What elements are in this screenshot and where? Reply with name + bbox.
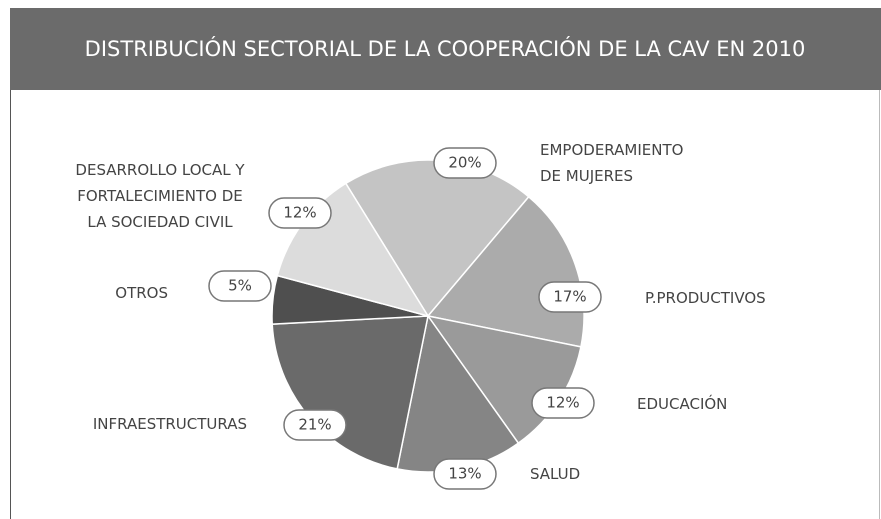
value-label: 12% [546,394,579,412]
category-label: INFRAESTRUCTURAS [93,415,247,433]
value-label: 21% [298,416,331,434]
value-pill [268,197,332,229]
value-label: 5% [228,277,252,295]
value-pill [433,147,497,179]
header-band [10,8,881,90]
value-pill [283,409,347,441]
category-label: SALUD [530,465,580,483]
category-label: OTROS [115,284,168,302]
value-pill [531,387,595,419]
value-pill [208,270,272,302]
chart-title: DISTRIBUCIÓN SECTORIAL DE LA COOPERACIÓN… [85,36,806,61]
value-pill [538,281,602,313]
category-label: P.PRODUCTIVOS [645,289,766,307]
category-label: EMPODERAMIENTO DE MUJERES [540,141,683,185]
value-label: 20% [448,154,481,172]
value-label: 13% [448,465,481,483]
category-label: DESARROLLO LOCAL Y FORTALECIMIENTO DE LA S… [75,161,245,231]
value-pill [433,458,497,490]
value-label: 12% [283,204,316,222]
value-label: 17% [553,288,586,306]
category-label: EDUCACIÓN [637,394,727,413]
